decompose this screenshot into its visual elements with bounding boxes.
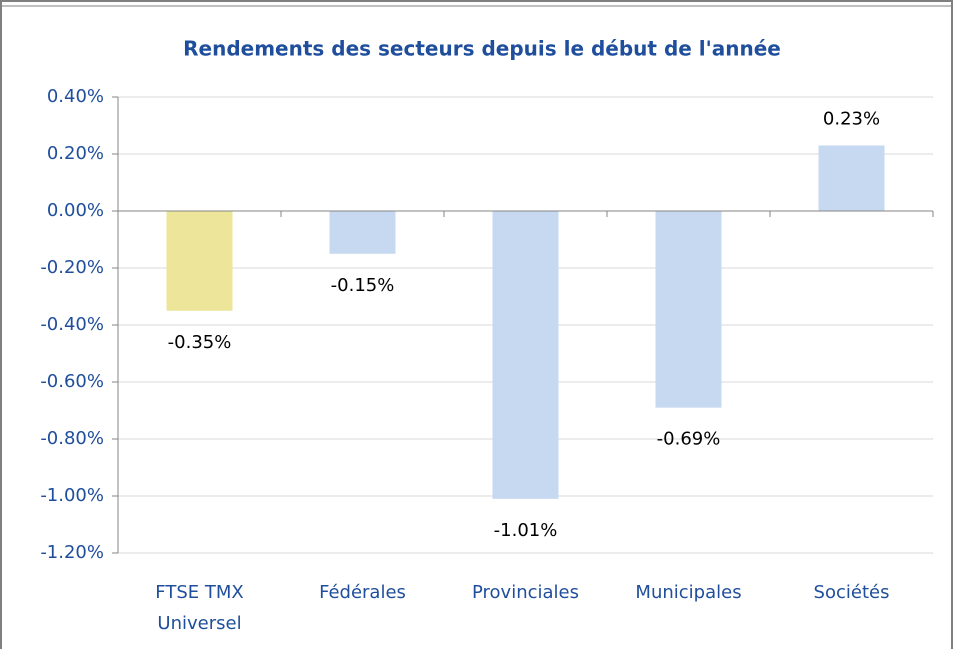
- x-tick-label: Provinciales: [472, 582, 579, 603]
- x-tick-label: Municipales: [635, 582, 742, 603]
- y-tick-label: -0.20%: [40, 257, 104, 278]
- x-tick-label: Sociétés: [813, 582, 890, 603]
- y-tick-label: 0.40%: [47, 86, 104, 107]
- data-label: -0.69%: [657, 429, 721, 450]
- data-label: -0.35%: [168, 332, 232, 353]
- bar: [166, 211, 233, 311]
- bar: [818, 145, 885, 211]
- bar: [492, 211, 559, 499]
- y-tick-label: 0.00%: [47, 200, 104, 221]
- x-tick-label: Fédérales: [319, 582, 406, 603]
- data-label: 0.23%: [823, 108, 880, 129]
- bar: [655, 211, 722, 408]
- y-tick-label: -0.60%: [40, 371, 104, 392]
- data-label: -1.01%: [494, 520, 558, 541]
- chart-title: Rendements des secteurs depuis le début …: [183, 37, 781, 61]
- data-label: -0.15%: [331, 275, 395, 296]
- y-tick-label: -0.40%: [40, 314, 104, 335]
- x-tick-label: FTSE TMX Universel: [155, 582, 244, 634]
- bar: [329, 211, 396, 254]
- y-tick-label: -1.00%: [40, 485, 104, 506]
- y-tick-label: 0.20%: [47, 143, 104, 164]
- y-tick-label: -1.20%: [40, 542, 104, 563]
- y-tick-label: -0.80%: [40, 428, 104, 449]
